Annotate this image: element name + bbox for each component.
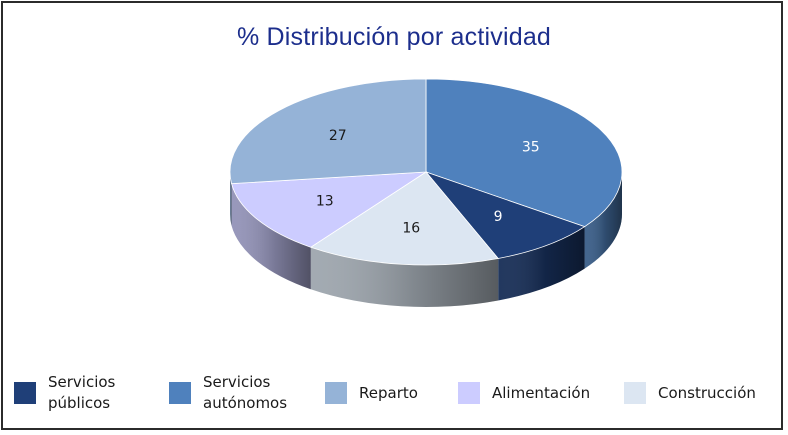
legend-label: Servicios autónomos — [203, 373, 288, 412]
pie-slice-servicios-autonomos — [425, 78, 623, 228]
pie-slice-alimentacion — [231, 171, 428, 248]
data-label-reparto: 27 — [329, 128, 347, 144]
data-label-construccion: 16 — [402, 220, 420, 236]
legend-swatch — [458, 382, 480, 404]
legend-item-reparto: Reparto — [325, 370, 418, 416]
pie-slice-servicios-publicos — [424, 171, 586, 259]
legend-item-servicios-publicos: Servicios públicos — [14, 370, 115, 416]
legend-swatch — [169, 382, 191, 404]
data-label-servicios-publicos: 9 — [494, 209, 503, 225]
pie-slice-reparto — [229, 78, 427, 185]
pie-side-shade — [231, 183, 311, 290]
legend-label: Construcción — [658, 383, 756, 402]
legend-item-construccion: Construcción — [624, 370, 756, 416]
chart-title: % Distribución por actividad — [236, 23, 552, 51]
legend-swatch — [325, 382, 347, 404]
legend-label: Servicios públicos — [48, 373, 116, 412]
legend-swatch — [624, 382, 646, 404]
pie-side-shade — [584, 172, 622, 269]
legend: Servicios públicos Servicios autónomos R… — [14, 370, 774, 420]
legend-item-alimentacion: Alimentación — [458, 370, 590, 416]
pie-slice-construccion — [309, 171, 499, 266]
data-label-servicios-autonomos: 35 — [522, 140, 540, 156]
pie-side-shade — [498, 226, 585, 301]
pie-side-shade — [230, 172, 232, 226]
legend-item-servicios-autonomos: Servicios autónomos — [169, 370, 287, 416]
data-label-alimentacion: 13 — [316, 193, 334, 209]
pie-side-shade — [310, 247, 499, 307]
legend-swatch — [14, 382, 36, 404]
legend-label: Reparto — [359, 383, 418, 402]
legend-label: Alimentación — [492, 383, 591, 402]
